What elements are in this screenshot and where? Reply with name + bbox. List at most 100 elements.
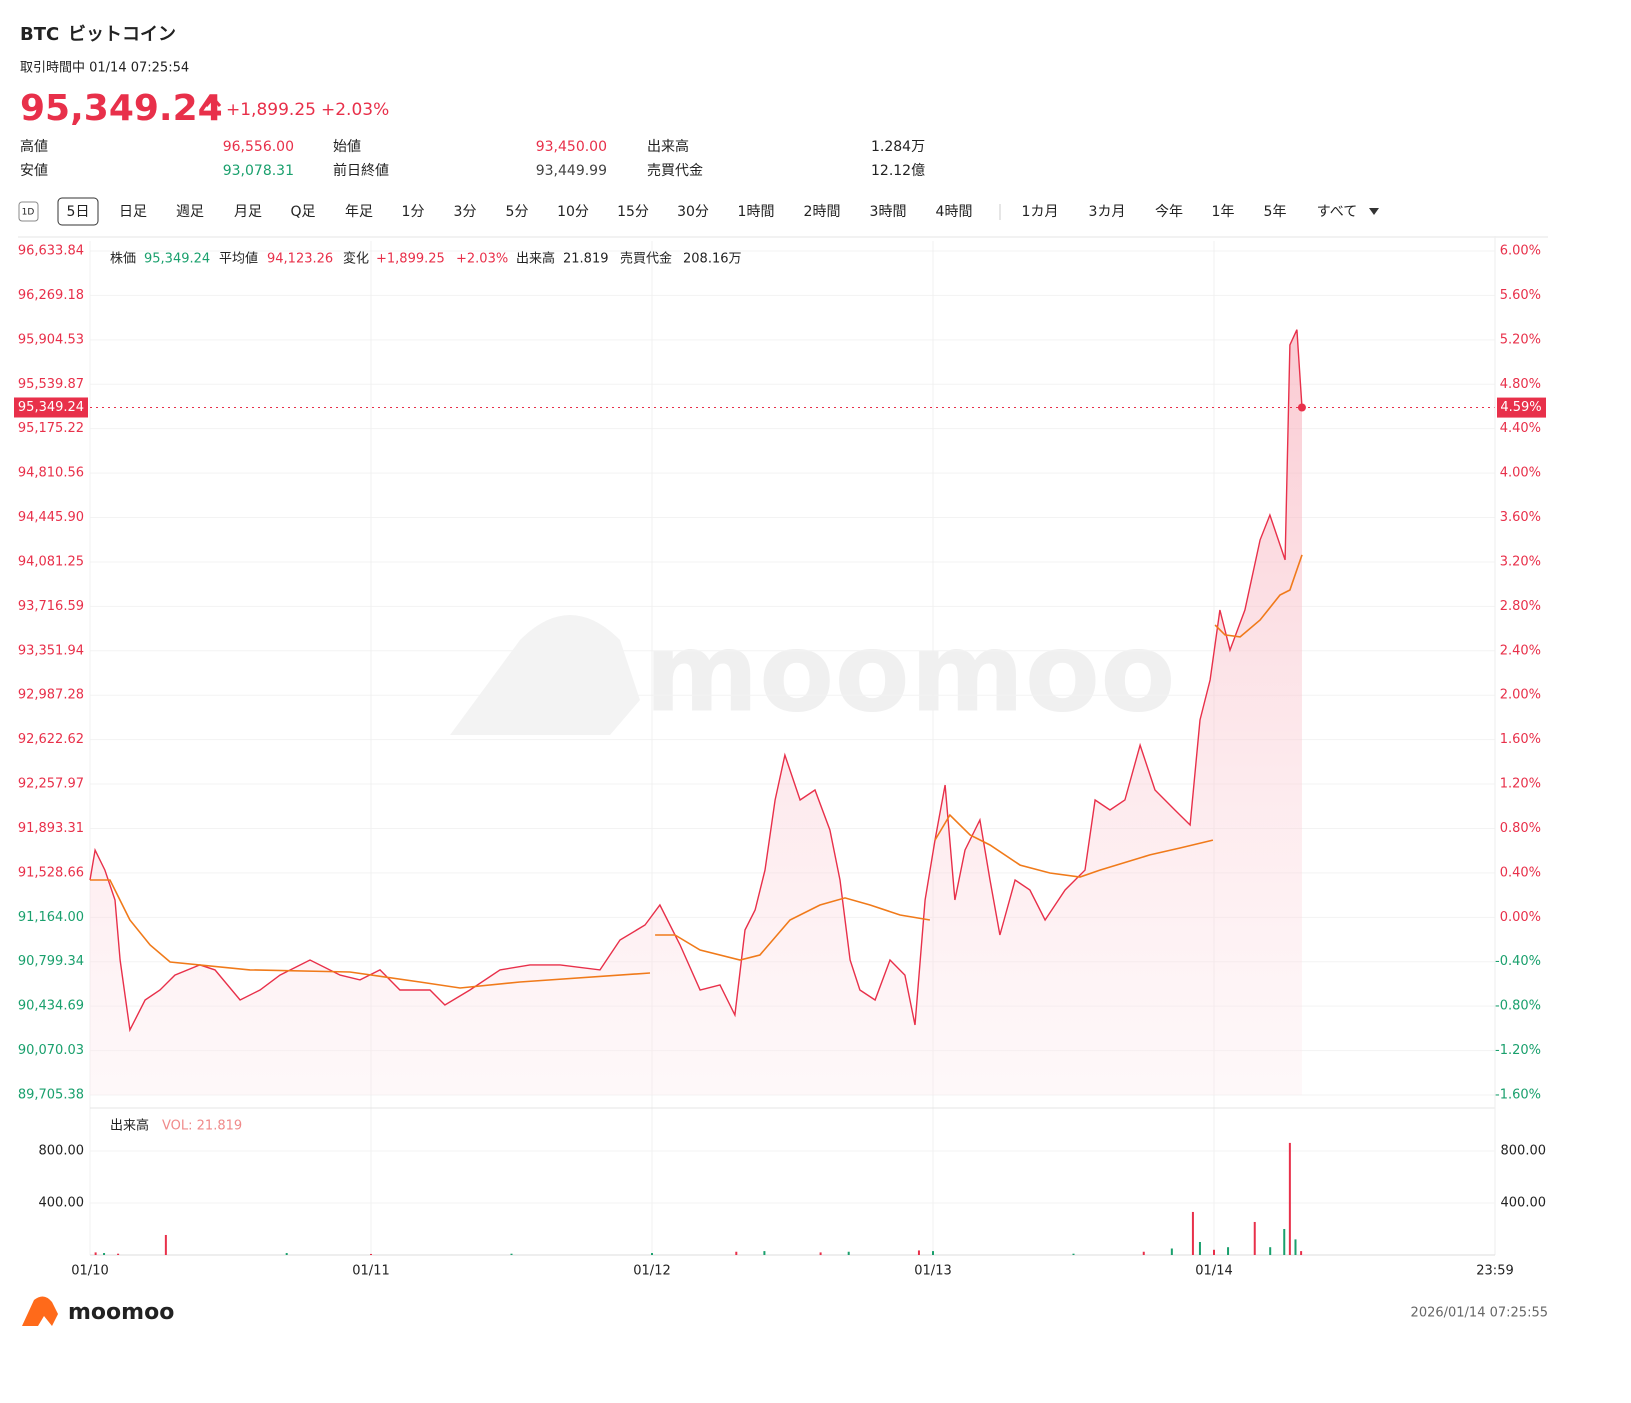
y2-tick-label: 1.60% <box>1500 732 1541 747</box>
volume-bar <box>1213 1249 1215 1255</box>
change-pct: +2.03% <box>321 100 389 120</box>
tab-selected <box>57 197 99 226</box>
y2-tick-label: -0.40% <box>1495 954 1541 969</box>
tab[interactable]: Q足 <box>290 204 315 220</box>
y2-tick-label: 1.20% <box>1500 777 1541 792</box>
y-tick-label: 96,269.18 <box>18 288 84 303</box>
y-tick-label: 94,810.56 <box>18 466 84 481</box>
y-tick-label: 89,705.38 <box>18 1088 84 1103</box>
last-pct-label: 4.59% <box>1500 400 1541 415</box>
y2-tick-label: 400.00 <box>1501 1195 1547 1210</box>
volume-bar <box>1283 1228 1286 1255</box>
volume-bar <box>1227 1247 1230 1255</box>
y-tick-label: 94,445.90 <box>18 510 84 525</box>
volume-bar <box>285 1253 288 1255</box>
info-label: 出来高 <box>516 251 555 267</box>
y2-tick-label: 5.60% <box>1500 288 1541 303</box>
tab[interactable]: 3時間 <box>870 204 907 220</box>
y-tick-label: 800.00 <box>39 1143 85 1158</box>
volume-bar <box>1198 1241 1201 1255</box>
tab[interactable]: 1D <box>22 208 35 218</box>
y-tick-label: 92,622.62 <box>18 732 84 747</box>
y2-tick-label: 4.40% <box>1500 421 1541 436</box>
y-tick-label: 95,175.22 <box>18 421 84 436</box>
volume-bar <box>819 1252 822 1255</box>
info-value: 21.819 <box>563 252 609 267</box>
volume-bar <box>1300 1251 1303 1255</box>
tab[interactable]: 10分 <box>557 204 589 220</box>
y-tick-label: 91,528.66 <box>18 865 84 880</box>
info-value: 208.16万 <box>683 252 742 267</box>
volume-bar <box>847 1251 850 1255</box>
tab[interactable]: 1カ月 <box>1022 204 1059 220</box>
y-tick-label: 92,987.28 <box>18 688 84 703</box>
y2-tick-label: 4.80% <box>1500 377 1541 392</box>
up-arrow <box>204 95 222 116</box>
y-tick-label: 93,716.59 <box>18 599 84 614</box>
x-tick-label: 01/11 <box>352 1264 389 1279</box>
volume-bar <box>164 1234 167 1255</box>
volume-bar <box>510 1253 513 1255</box>
tab[interactable]: 1年 <box>1212 204 1235 220</box>
tab[interactable]: 5分 <box>506 204 529 220</box>
stat-label: 始値 <box>333 139 361 155</box>
tab[interactable]: 日足 <box>119 204 147 220</box>
volume-bar <box>1288 1142 1291 1255</box>
watermark-logo <box>450 615 640 735</box>
tab[interactable]: 4時間 <box>936 204 973 220</box>
y2-tick-label: 4.00% <box>1500 466 1541 481</box>
y2-tick-label: 0.40% <box>1500 865 1541 880</box>
stat-label: 売買代金 <box>647 163 703 179</box>
last-price-label: 95,349.24 <box>18 400 84 415</box>
dropdown <box>1369 208 1379 215</box>
volume-bar <box>1191 1211 1194 1255</box>
volume-bar <box>117 1253 120 1255</box>
volume-bar <box>932 1251 934 1255</box>
y2-tick-label: -0.80% <box>1495 999 1541 1014</box>
volume-bar <box>1253 1221 1256 1255</box>
stat-label: 高値 <box>20 138 48 155</box>
tab[interactable]: 1時間 <box>738 204 775 220</box>
tab[interactable]: 15分 <box>617 204 649 220</box>
tab[interactable]: 3分 <box>454 204 477 220</box>
timestamp: 2026/01/14 07:25:55 <box>1411 1306 1548 1321</box>
tab[interactable]: 月足 <box>234 204 262 220</box>
volume-bar <box>370 1253 372 1255</box>
price: 95,349.24 <box>20 88 223 129</box>
y2-tick-label: 3.60% <box>1500 510 1541 525</box>
symbol: BTC <box>20 24 59 45</box>
tab[interactable]: 年足 <box>345 204 373 220</box>
stat-label: 前日終値 <box>333 162 389 179</box>
y2-tick-label: 2.80% <box>1500 599 1541 614</box>
volume-bar <box>1269 1247 1272 1255</box>
watermark: moomoo <box>644 608 1176 736</box>
tab[interactable]: 5日 <box>67 204 90 220</box>
y2-tick-label: 2.00% <box>1500 688 1541 703</box>
tab[interactable]: 1分 <box>402 204 425 220</box>
info-label: 株価 <box>110 252 136 267</box>
tab[interactable]: 30分 <box>677 204 709 220</box>
tab[interactable]: 3カ月 <box>1089 204 1126 220</box>
y-tick-label: 93,351.94 <box>18 643 84 658</box>
stat-value: 93,450.00 <box>536 139 607 155</box>
tab-icon <box>18 201 39 222</box>
last-price-tag <box>14 397 88 418</box>
change: +1,899.25 <box>226 100 316 120</box>
y-tick-label: 90,799.34 <box>18 954 84 969</box>
y-tick-label: 94,081.25 <box>18 554 84 569</box>
volume-bar <box>651 1253 653 1255</box>
tab[interactable]: 週足 <box>176 204 204 220</box>
x-tick-label: 01/13 <box>914 1264 951 1279</box>
tab[interactable]: 5年 <box>1264 204 1287 220</box>
y-tick-label: 92,257.97 <box>18 777 84 792</box>
stat-value: 93,449.99 <box>536 163 607 179</box>
y2-tick-label: 800.00 <box>1501 1143 1547 1158</box>
tab[interactable]: すべて <box>1317 204 1357 220</box>
status: 取引時間中 01/14 07:25:54 <box>20 61 189 76</box>
x-tick-label: 23:59 <box>1476 1264 1513 1279</box>
price-line <box>89 329 1303 1033</box>
tab[interactable]: 2時間 <box>804 204 841 220</box>
tab[interactable]: 今年 <box>1155 204 1183 220</box>
x-tick-label: 01/10 <box>71 1264 108 1279</box>
